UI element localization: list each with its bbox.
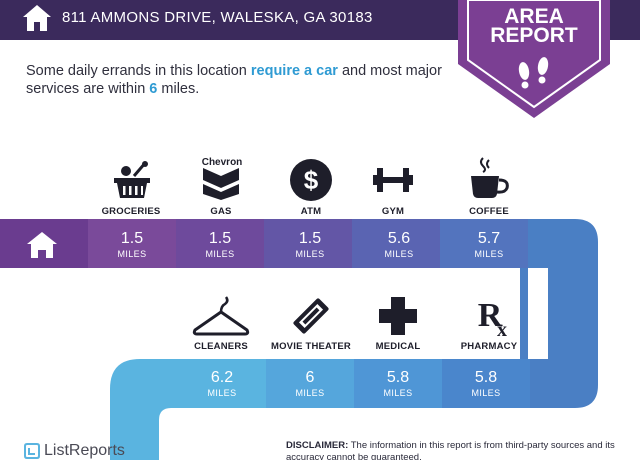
label-groceries: GROCERIES (101, 206, 161, 217)
band-row2-cell3 (354, 359, 442, 408)
label-movie-theater: MOVIE THEATER (270, 341, 351, 352)
band-row1-cell5 (440, 219, 528, 268)
value-atm: 1.5 (298, 230, 322, 247)
unit-gas: MILES (205, 249, 235, 259)
label-atm: ATM (300, 206, 322, 217)
badge-shape (458, 0, 610, 118)
band-row2-cell4 (442, 359, 530, 408)
label-pharmacy: PHARMACY (460, 341, 518, 352)
label-medical: MEDICAL (375, 341, 421, 352)
unit-groceries: MILES (117, 249, 147, 259)
unit-medical: MILES (383, 388, 413, 398)
svg-text:$: $ (304, 165, 319, 195)
unit-movie-theater: MILES (295, 388, 325, 398)
road-left-curve (110, 359, 178, 460)
rx-icon: R x (478, 297, 507, 338)
svg-text:x: x (497, 319, 507, 338)
listreports-brand: ListReports (44, 442, 125, 459)
listreports-logo-icon (24, 443, 40, 459)
area-report-badge: AREA REPORT (458, 0, 610, 120)
coffee-cup-icon (471, 157, 509, 198)
value-cleaners: 6.2 (210, 369, 234, 386)
value-gym: 5.6 (387, 230, 411, 247)
value-pharmacy: 5.8 (474, 369, 498, 386)
value-groceries: 1.5 (120, 230, 144, 247)
band-row1-cell4 (352, 219, 440, 268)
road-right-curve (520, 219, 598, 408)
band-row1-cell2 (176, 219, 264, 268)
hanger-icon (192, 296, 250, 336)
summary-highlight-miles: 6 (149, 81, 158, 97)
band-row1-cell1 (88, 219, 176, 268)
grocery-basket-icon (114, 161, 150, 198)
label-coffee: COFFEE (469, 206, 509, 217)
value-coffee: 5.7 (477, 230, 501, 247)
value-movie-theater: 6 (305, 369, 315, 386)
badge-title-line2: REPORT (490, 24, 578, 47)
value-medical: 5.8 (386, 369, 410, 386)
unit-pharmacy: MILES (471, 388, 501, 398)
label-gym: GYM (381, 206, 405, 217)
summary-highlight-car: require a car (250, 63, 338, 79)
disclaimer-body: The information in this report is from t… (286, 440, 615, 460)
disclaimer-label: DISCLAIMER: (286, 440, 349, 451)
summary-text: Some daily errands in this location requ… (26, 62, 446, 98)
badge-title-line1: AREA (504, 5, 564, 28)
disclaimer-text: DISCLAIMER: The information in this repo… (286, 440, 636, 460)
summary-part1: Some daily errands in this location (26, 63, 251, 79)
value-gas: 1.5 (208, 230, 232, 247)
unit-gym: MILES (384, 249, 414, 259)
unit-coffee: MILES (474, 249, 504, 259)
dollar-icon: $ (290, 159, 332, 201)
chevron-brand-text: Chevron (201, 157, 243, 168)
home-icon (23, 5, 51, 31)
address-text: 811 AMMONS DRIVE, WALESKA, GA 30183 (62, 9, 373, 26)
chevron-gas-icon (203, 168, 239, 200)
summary-part2: and most major services are within (26, 63, 442, 97)
unit-cleaners: MILES (207, 388, 237, 398)
unit-atm: MILES (295, 249, 325, 259)
summary-part3: miles. (157, 81, 200, 97)
svg-text:R: R (478, 297, 503, 334)
dumbbell-icon (373, 168, 413, 192)
home-band-icon (27, 232, 57, 258)
ticket-icon (293, 298, 329, 334)
band-row1-cell3 (264, 219, 352, 268)
footprints-icon (518, 57, 549, 89)
label-gas: GAS (210, 206, 232, 217)
band-row2-cell2 (266, 359, 354, 408)
medical-cross-icon (379, 297, 417, 335)
band-row2-cell1 (178, 359, 266, 408)
label-cleaners: CLEANERS (194, 341, 248, 352)
